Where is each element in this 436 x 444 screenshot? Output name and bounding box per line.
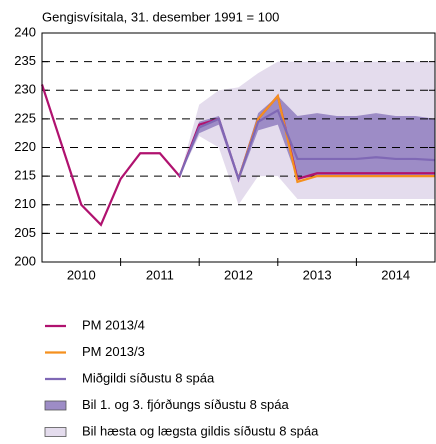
legend-label: Miðgildi síðustu 8 spáa [82,370,215,385]
legend-box [44,427,67,437]
y-tick-label: 240 [14,24,36,39]
line-series [237,93,435,184]
y-tick-label: 205 [14,225,36,240]
y-tick-label: 220 [14,139,36,154]
legend-label: PM 2013/4 [82,317,145,332]
y-tick-label: 215 [14,168,36,183]
y-tick-label: 200 [14,253,36,268]
y-tick-label: 210 [14,196,36,211]
y-tick-label: 235 [14,53,36,68]
y-tick-label: 230 [14,82,36,97]
legend-label: PM 2013/3 [82,344,145,359]
y-tick-label: 225 [14,110,36,125]
legend-label: Bil hæsta og lægsta gildis síðustu 8 spá… [82,423,319,438]
range-band [179,95,435,182]
chart-title: Gengisvísitala, 31. desember 1991 = 100 [42,9,279,24]
legend-label: Bil 1. og 3. fjórðungs síðustu 8 spáa [82,397,289,412]
legend-box [44,400,67,411]
plot-frame [41,32,436,263]
line-series [178,108,436,183]
x-tick-label: 2011 [146,267,174,282]
x-tick-label: 2012 [224,267,253,282]
x-tick-label: 2013 [303,267,332,282]
x-tick-label: 2014 [381,267,410,282]
x-tick-label: 2010 [67,267,96,282]
